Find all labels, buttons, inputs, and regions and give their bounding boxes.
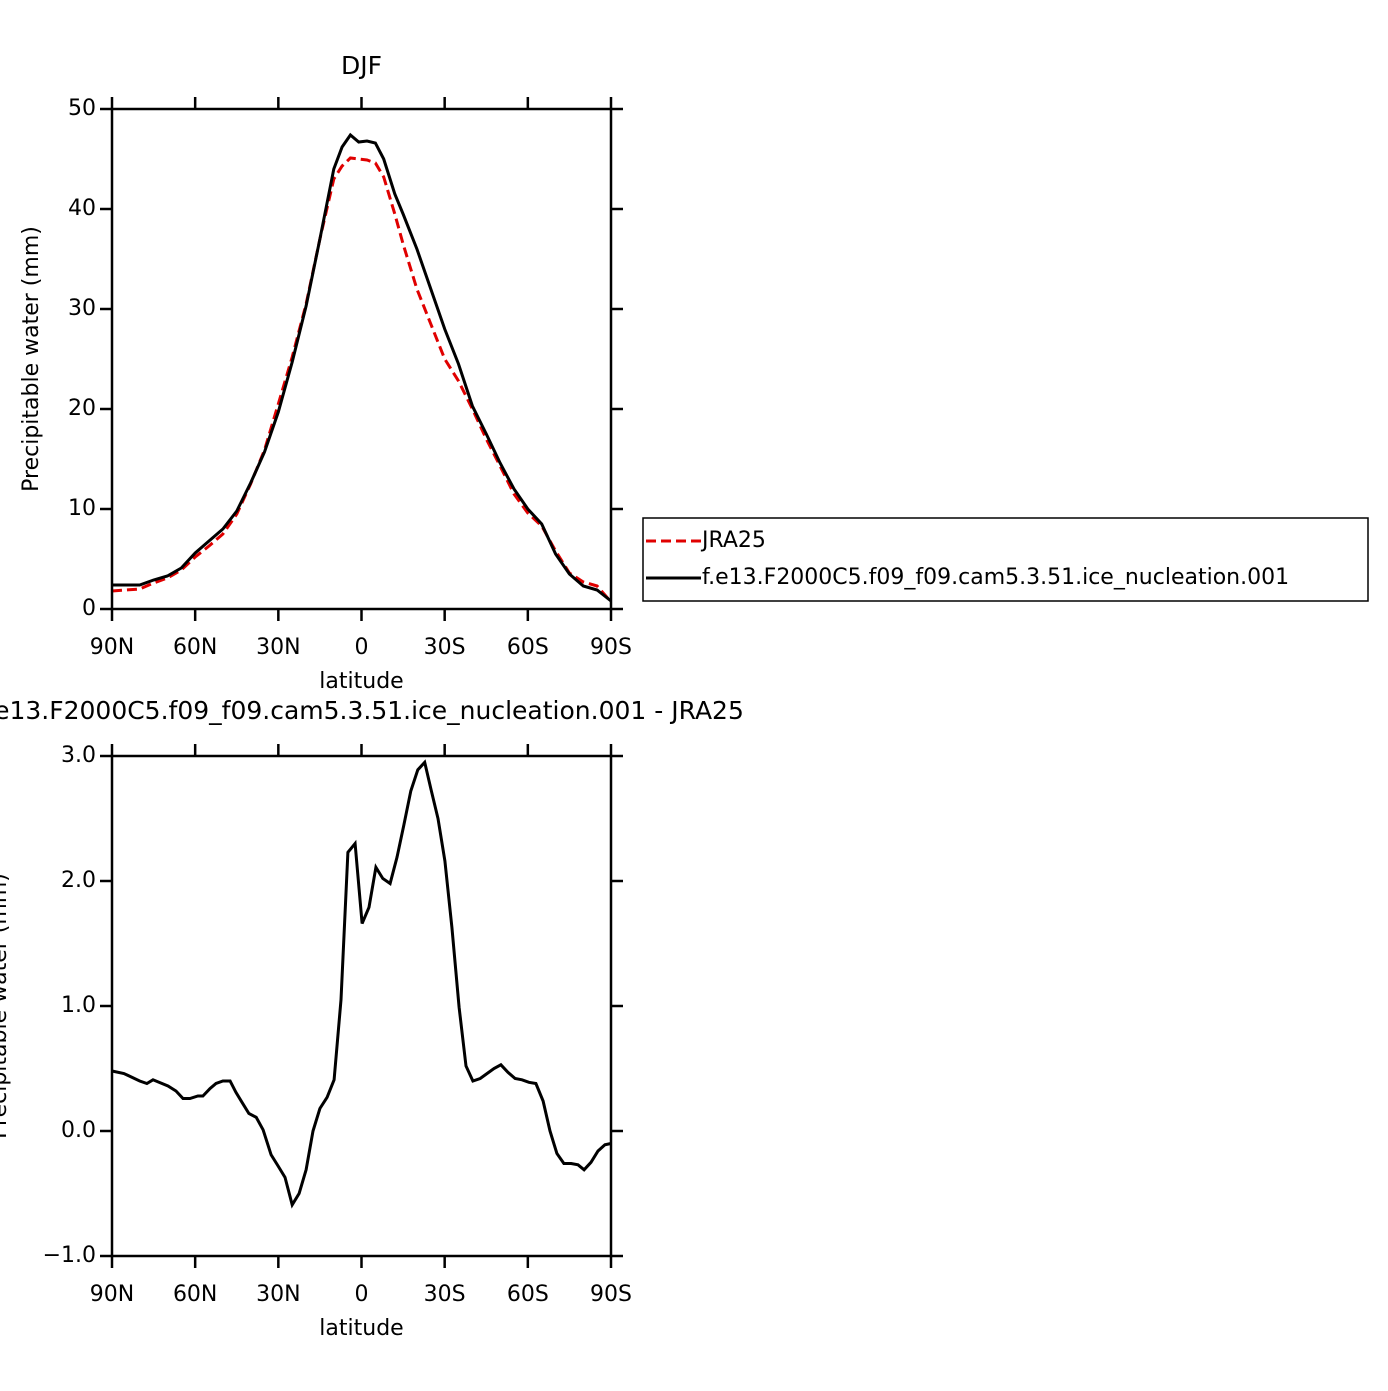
chart-title: DJF [341, 51, 382, 80]
x-tick-label: 90N [90, 1282, 134, 1307]
plot-frame [110, 107, 613, 611]
legend-label: f.e13.F2000C5.f09_f09.cam5.3.51.ice_nucl… [702, 565, 1289, 590]
data-line [111, 156, 613, 603]
y-tick-label: 40 [68, 196, 96, 221]
x-tick-label: 30N [256, 635, 300, 660]
x-tick-label: 0 [355, 635, 369, 660]
y-axis-label: Precipitable water (mm) [19, 226, 44, 492]
y-tick-label: 2.0 [61, 868, 96, 893]
x-tick-label: 60S [507, 635, 549, 660]
data-line [111, 759, 612, 1209]
y-tick-label: 50 [68, 96, 96, 121]
x-tick-label: 30N [256, 1282, 300, 1307]
y-tick-label: 0 [82, 596, 96, 621]
y-tick-label: 30 [68, 296, 96, 321]
y-tick-label: 10 [68, 496, 96, 521]
y-tick-label: 20 [68, 396, 96, 421]
x-axis-label: latitude [319, 1316, 403, 1341]
plot-frame [110, 754, 613, 1258]
y-axis-label: Precipitable water (mm) [0, 873, 12, 1139]
x-tick-label: 60N [173, 1282, 217, 1307]
x-tick-label: 60N [173, 635, 217, 660]
x-tick-label: 60S [507, 1282, 549, 1307]
x-axis-label: latitude [319, 669, 403, 694]
chart-title: f.e13.F2000C5.f09_f09.cam5.3.51.ice_nucl… [0, 696, 744, 725]
x-tick-label: 30S [424, 635, 466, 660]
y-tick-label: 0.0 [61, 1118, 96, 1143]
y-tick-label: 1.0 [61, 993, 96, 1018]
legend: JRA25 f.e13.F2000C5.f09_f09.cam5.3.51.ice… [642, 517, 1369, 602]
legend-box [642, 517, 1369, 602]
x-tick-label: 90S [590, 1282, 632, 1307]
panel: f.e13.F2000C5.f09_f09.cam5.3.51.ice_nucl… [0, 696, 744, 1341]
x-tick-label: 90S [590, 635, 632, 660]
x-tick-label: 0 [355, 1282, 369, 1307]
y-tick-label: −1.0 [43, 1243, 96, 1268]
panel: DJF latitude Precipitable water (mm) 0 10 20 3… [19, 51, 1369, 694]
x-tick-label: 30S [424, 1282, 466, 1307]
data-line [112, 132, 612, 603]
x-tick-label: 90N [90, 635, 134, 660]
legend-label: JRA25 [700, 528, 766, 553]
y-tick-label: 3.0 [61, 743, 96, 768]
